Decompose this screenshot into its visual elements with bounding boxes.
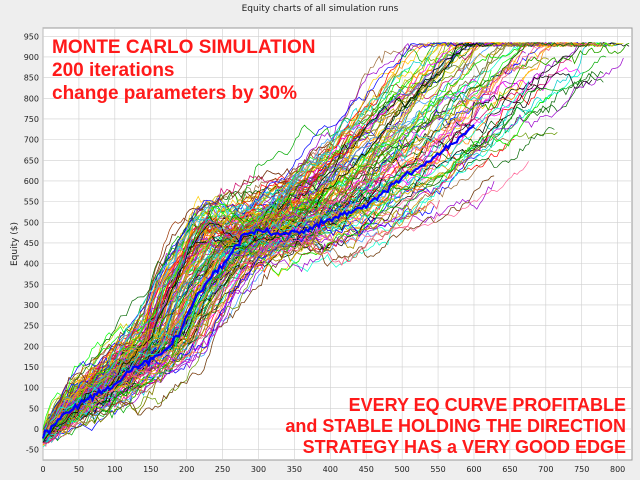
simulation-run-line — [42, 175, 495, 438]
simulation-run-line — [42, 75, 549, 442]
y-tick-label: 300 — [24, 301, 39, 310]
y-tick-label: 450 — [24, 239, 39, 248]
y-tick-label: 400 — [24, 260, 39, 269]
x-tick-label: 100 — [107, 465, 122, 474]
y-tick-label: 600 — [24, 177, 39, 186]
x-tick-label: 600 — [466, 465, 481, 474]
y-tick-label: 0 — [34, 425, 39, 434]
annotation-bottom-line: and STABLE HOLDING THE DIRECTION — [285, 416, 626, 436]
x-tick-label: 0 — [40, 465, 45, 474]
y-tick-label: 100 — [24, 384, 39, 393]
simulation-run-line — [42, 94, 552, 435]
simulation-run-line — [42, 42, 443, 443]
x-tick-label: 450 — [359, 465, 374, 474]
annotation-top: MONTE CARLO SIMULATION 200 iterations ch… — [52, 38, 316, 107]
y-tick-label: 750 — [24, 115, 39, 124]
annotation-bottom: EVERY EQ CURVE PROFITABLE and STABLE HOL… — [285, 396, 626, 459]
x-tick-label: 700 — [538, 465, 553, 474]
series-lines — [41, 41, 630, 448]
x-tick-label: 800 — [610, 465, 625, 474]
simulation-run-line — [42, 135, 368, 435]
x-tick-label: 250 — [215, 465, 230, 474]
simulation-run-line — [42, 217, 354, 438]
simulation-run-line — [42, 84, 429, 436]
simulation-run-line — [42, 57, 549, 435]
x-tick-label: 750 — [574, 465, 589, 474]
y-tick-label: 800 — [24, 94, 39, 103]
y-tick-label: 200 — [24, 342, 39, 351]
y-tick-label: -50 — [26, 446, 39, 455]
average-equity-line — [41, 123, 475, 439]
x-axis-ticks: 0 50 100 150 200 250 300 350 400 450 500 550 600 650 7… — [40, 465, 625, 474]
y-tick-label: 550 — [24, 198, 39, 207]
annotation-top-line: change parameters by 30% — [52, 83, 298, 104]
x-tick-label: 50 — [74, 465, 84, 474]
y-tick-label: 150 — [24, 363, 39, 372]
annotation-top-line: 200 iterations — [52, 60, 175, 81]
y-tick-label: 700 — [24, 136, 39, 145]
y-tick-label: 950 — [24, 32, 39, 41]
x-tick-label: 500 — [395, 465, 410, 474]
simulation-run-line — [42, 185, 325, 431]
simulation-run-line — [42, 42, 590, 438]
simulation-run-line — [42, 177, 343, 438]
simulation-run-line — [42, 143, 334, 437]
y-tick-label: 900 — [24, 53, 39, 62]
y-tick-label: 500 — [24, 218, 39, 227]
simulation-run-line — [42, 70, 403, 439]
y-tick-label: 850 — [24, 74, 39, 83]
y-axis-label: Equity ($) — [10, 222, 20, 266]
x-tick-label: 650 — [502, 465, 517, 474]
simulation-run-line — [42, 227, 322, 439]
y-tick-label: 350 — [24, 280, 39, 289]
simulation-run-line — [42, 42, 630, 430]
simulation-run-line — [42, 43, 524, 441]
x-tick-label: 350 — [287, 465, 302, 474]
x-tick-label: 550 — [430, 465, 445, 474]
annotation-top-line: MONTE CARLO SIMULATION — [52, 37, 316, 58]
x-tick-label: 300 — [251, 465, 266, 474]
simulation-run-line — [42, 42, 512, 437]
y-axis-ticks: -50 0 50 100 150 200 250 300 350 400 450 500 550 600 6… — [24, 32, 39, 454]
simulation-run-line — [42, 42, 544, 435]
y-tick-label: 250 — [24, 322, 39, 331]
simulation-run-line — [42, 110, 426, 436]
y-tick-label: 50 — [29, 404, 39, 413]
x-tick-label: 400 — [323, 465, 338, 474]
chart-title: Equity charts of all simulation runs — [241, 4, 399, 14]
simulation-run-line — [42, 78, 391, 442]
simulation-run-line — [42, 91, 483, 437]
x-tick-label: 150 — [143, 465, 158, 474]
annotation-bottom-line: EVERY EQ CURVE PROFITABLE — [348, 395, 626, 415]
simulation-run-line — [42, 124, 366, 436]
x-tick-label: 200 — [179, 465, 194, 474]
y-tick-label: 650 — [24, 156, 39, 165]
annotation-bottom-line: STRATEGY HAS a VERY GOOD EDGE — [302, 437, 626, 457]
simulation-run-line — [42, 200, 440, 436]
